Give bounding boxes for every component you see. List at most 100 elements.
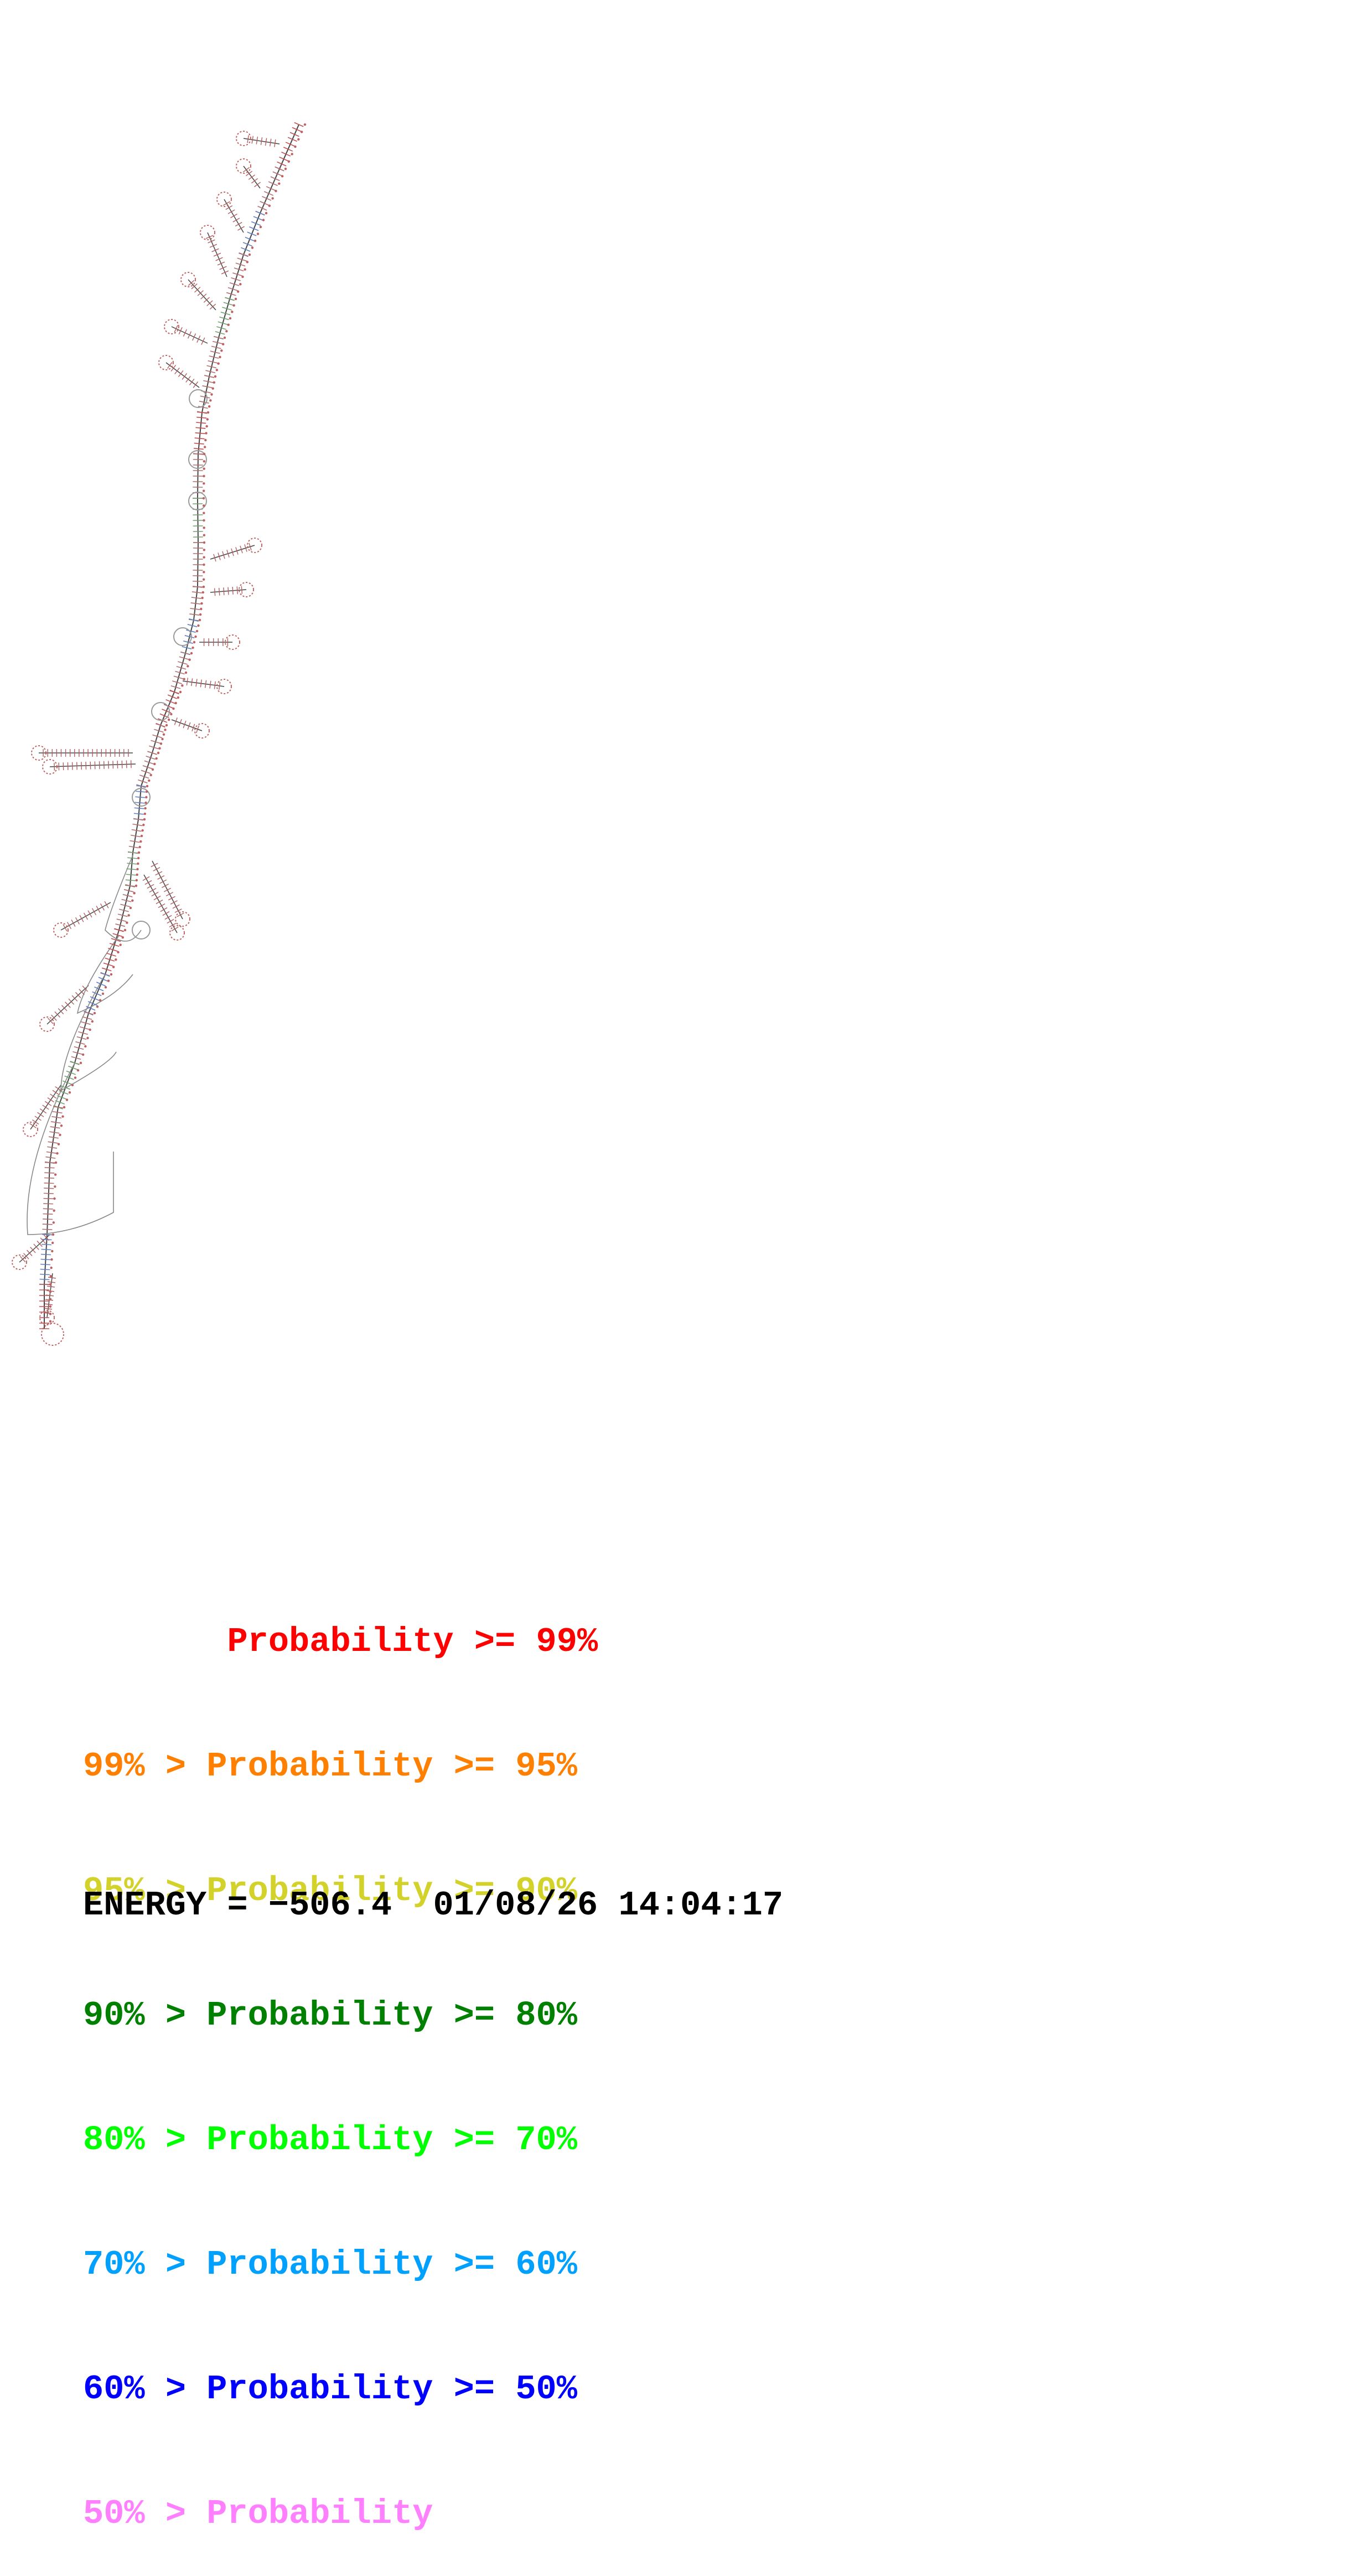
base-pair-stems bbox=[20, 122, 303, 1329]
branch-base-pair bbox=[233, 218, 240, 222]
nucleotide bbox=[61, 1115, 64, 1117]
nucleotide bbox=[136, 868, 138, 870]
nucleotide bbox=[135, 885, 137, 887]
nucleotide bbox=[294, 146, 296, 148]
nucleotide bbox=[94, 1012, 96, 1014]
branch-base-pair bbox=[205, 680, 206, 688]
branch-base-pair bbox=[159, 880, 166, 883]
legend-text: 99% > Probability >= 95% bbox=[83, 1747, 577, 1786]
base-pair bbox=[194, 443, 204, 444]
nucleotide bbox=[53, 1197, 55, 1200]
nucleotide bbox=[205, 432, 207, 434]
base-pair bbox=[191, 597, 201, 598]
nucleotide bbox=[144, 802, 147, 804]
nucleotide bbox=[138, 846, 141, 848]
branch-base-pair bbox=[210, 244, 217, 247]
branch-base-pair bbox=[162, 884, 168, 887]
nucleotide bbox=[177, 696, 179, 699]
branch-base-pair bbox=[167, 362, 172, 368]
nucleotide bbox=[136, 879, 138, 881]
branch-base-pair bbox=[187, 678, 188, 685]
branch-base-pair bbox=[173, 905, 179, 908]
nucleotide bbox=[203, 489, 205, 492]
nucleotide bbox=[141, 829, 143, 832]
nucleotide bbox=[82, 1054, 84, 1056]
nucleotide bbox=[160, 742, 162, 745]
branch-base-pair bbox=[156, 900, 163, 904]
nucleotide bbox=[210, 393, 213, 395]
nucleotide bbox=[137, 857, 139, 859]
base-pair bbox=[195, 438, 205, 439]
branch-base-pair bbox=[212, 249, 219, 252]
branch-base-pair bbox=[186, 376, 190, 382]
base-pair bbox=[194, 448, 204, 450]
nucleotide bbox=[260, 226, 262, 228]
nucleotide bbox=[112, 966, 115, 968]
nucleotide bbox=[241, 276, 244, 278]
multiloop-arc bbox=[27, 1063, 113, 1235]
terminal-loop bbox=[42, 1323, 64, 1345]
base-pair bbox=[275, 167, 284, 171]
branch-base-pair bbox=[219, 588, 220, 596]
nucleotide bbox=[191, 647, 194, 649]
branch-base-pair bbox=[201, 338, 205, 345]
branch-base-pair bbox=[182, 373, 187, 379]
branch-base-pair bbox=[191, 678, 193, 686]
nucleotide bbox=[117, 951, 119, 953]
branch-base-pair bbox=[165, 916, 172, 920]
nucleotide bbox=[203, 467, 205, 469]
nucleotide bbox=[148, 779, 150, 782]
nucleotide bbox=[304, 123, 306, 126]
base-pair bbox=[196, 422, 206, 424]
branch-base-pair bbox=[248, 175, 255, 179]
base-pair bbox=[44, 1188, 54, 1189]
nucleotide bbox=[194, 636, 196, 638]
base-pair bbox=[43, 1219, 53, 1220]
branch-base-pair bbox=[177, 913, 184, 916]
nucleotide bbox=[141, 835, 143, 837]
branch-base-pair bbox=[193, 381, 198, 388]
branch-base-pair bbox=[43, 1105, 49, 1109]
nucleotide bbox=[203, 541, 205, 544]
nucleotide bbox=[130, 907, 132, 909]
base-pair bbox=[41, 1259, 51, 1260]
backbone-spine bbox=[44, 125, 299, 1329]
nucleotide bbox=[49, 1305, 51, 1308]
nucleotide bbox=[105, 986, 107, 988]
nucleotide bbox=[203, 460, 205, 462]
nucleotide bbox=[144, 807, 146, 809]
base-pair bbox=[44, 1193, 54, 1194]
base-pair bbox=[40, 1274, 50, 1275]
nucleotide bbox=[197, 624, 199, 627]
nucleotide bbox=[183, 678, 185, 680]
base-pair bbox=[288, 137, 297, 141]
branch-base-pair bbox=[40, 1109, 46, 1113]
branch-backbone bbox=[188, 280, 216, 310]
branch-base-pair bbox=[208, 240, 215, 243]
nucleotide bbox=[152, 768, 154, 771]
base-pair bbox=[192, 592, 202, 593]
nucleotide bbox=[268, 204, 271, 207]
branch-base-pair bbox=[105, 901, 108, 908]
nucleotide bbox=[155, 757, 157, 760]
energy-label: ENERGY = bbox=[83, 1886, 268, 1925]
probability-legend: Probability >= 99% 99% > Probability >= … bbox=[83, 1538, 598, 2576]
branch-base-pair bbox=[84, 913, 88, 920]
nucleotide bbox=[102, 993, 104, 995]
branch-base-pair bbox=[92, 908, 96, 915]
branch-base-pair bbox=[189, 379, 194, 385]
nucleotide bbox=[163, 733, 165, 735]
nucleotide bbox=[172, 708, 174, 710]
nucleotide bbox=[153, 763, 156, 765]
branch-base-pair bbox=[156, 871, 162, 875]
base-pair bbox=[258, 207, 267, 210]
branch-base-pair bbox=[168, 896, 175, 900]
nucleotide bbox=[51, 1242, 54, 1244]
nucleotide bbox=[200, 602, 203, 605]
nucleotide bbox=[59, 1134, 61, 1136]
nucleotide bbox=[301, 131, 303, 133]
nucleotide bbox=[149, 774, 152, 776]
nucleotide bbox=[54, 1185, 56, 1188]
nucleotide bbox=[179, 691, 182, 693]
nucleotide bbox=[115, 958, 117, 961]
